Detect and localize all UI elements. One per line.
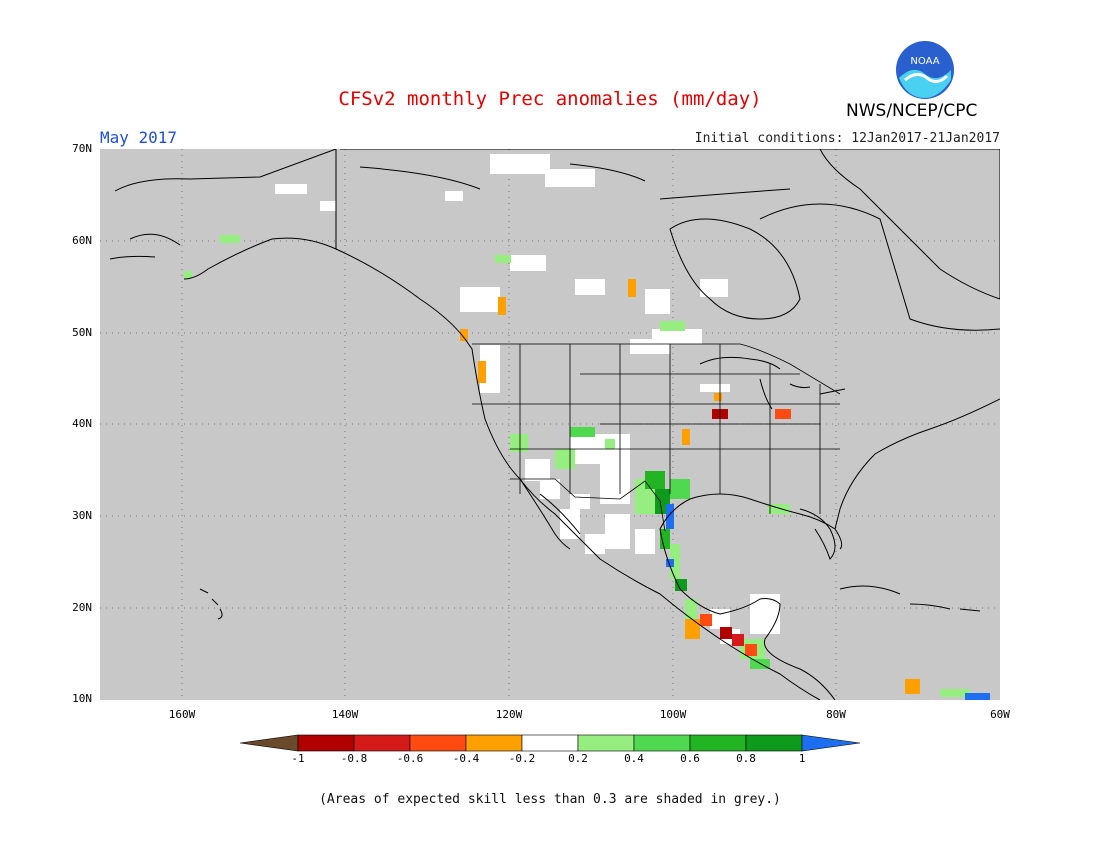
colorbar-swatch-above-max: [801, 734, 860, 752]
colorbar-tick-label: 0.8: [736, 752, 756, 765]
colorbar-tick-label: 1: [798, 752, 806, 765]
lon-label-140w: 140W: [331, 708, 359, 721]
colorbar-swatch: [633, 734, 691, 752]
colorbar-tick-label: -0.2: [508, 752, 536, 765]
political-borders: [472, 343, 841, 532]
lat-label-30n: 30N: [72, 509, 92, 522]
logo-text: NOAA: [910, 56, 939, 67]
colorbar-swatch: [297, 734, 355, 752]
colorbar: [240, 734, 860, 752]
noaa-logo: NOAA: [896, 41, 954, 99]
colorbar-tick-label: -1: [291, 752, 305, 765]
anomaly-cells-near-zero: [275, 154, 780, 644]
colorbar-tick-label: -0.8: [340, 752, 368, 765]
initial-conditions: Initial conditions: 12Jan2017-21Jan2017: [694, 131, 1000, 146]
forecast-month: May 2017: [100, 128, 178, 147]
colorbar-swatch: [353, 734, 411, 752]
skill-footnote: (Areas of expected skill less than 0.3 a…: [319, 792, 781, 807]
coastlines: [109, 149, 1000, 700]
colorbar-swatch-below-min: [240, 734, 299, 752]
lon-label-160w: 160W: [168, 708, 196, 721]
lon-label-80w: 80W: [826, 708, 846, 721]
colorbar-tick-label: 0.4: [624, 752, 644, 765]
lon-label-60w: 60W: [990, 708, 1010, 721]
lon-label-100w: 100W: [659, 708, 687, 721]
anomaly-cells-strong-positive: [666, 504, 990, 700]
colorbar-tick-label: 0.2: [568, 752, 588, 765]
colorbar-swatch: [409, 734, 467, 752]
lat-label-70n: 70N: [72, 142, 92, 155]
colorbar-tick-label: -0.4: [452, 752, 480, 765]
precip-anomaly-map: [100, 149, 1000, 700]
colorbar-tick-label: -0.6: [396, 752, 424, 765]
lat-lon-grid: [100, 149, 1000, 700]
colorbar-swatch: [689, 734, 747, 752]
colorbar-tick-label: 0.6: [680, 752, 700, 765]
lat-label-20n: 20N: [72, 601, 92, 614]
colorbar-swatch: [577, 734, 635, 752]
colorbar-swatch: [465, 734, 523, 752]
agency-name: NWS/NCEP/CPC: [846, 101, 978, 121]
map-title: CFSv2 monthly Prec anomalies (mm/day): [338, 88, 762, 110]
lat-label-50n: 50N: [72, 326, 92, 339]
lon-label-120w: 120W: [495, 708, 523, 721]
lat-label-40n: 40N: [72, 417, 92, 430]
lat-label-10n: 10N: [72, 692, 92, 705]
lat-label-60n: 60N: [72, 234, 92, 247]
colorbar-swatch: [521, 734, 579, 752]
colorbar-swatch: [745, 734, 803, 752]
